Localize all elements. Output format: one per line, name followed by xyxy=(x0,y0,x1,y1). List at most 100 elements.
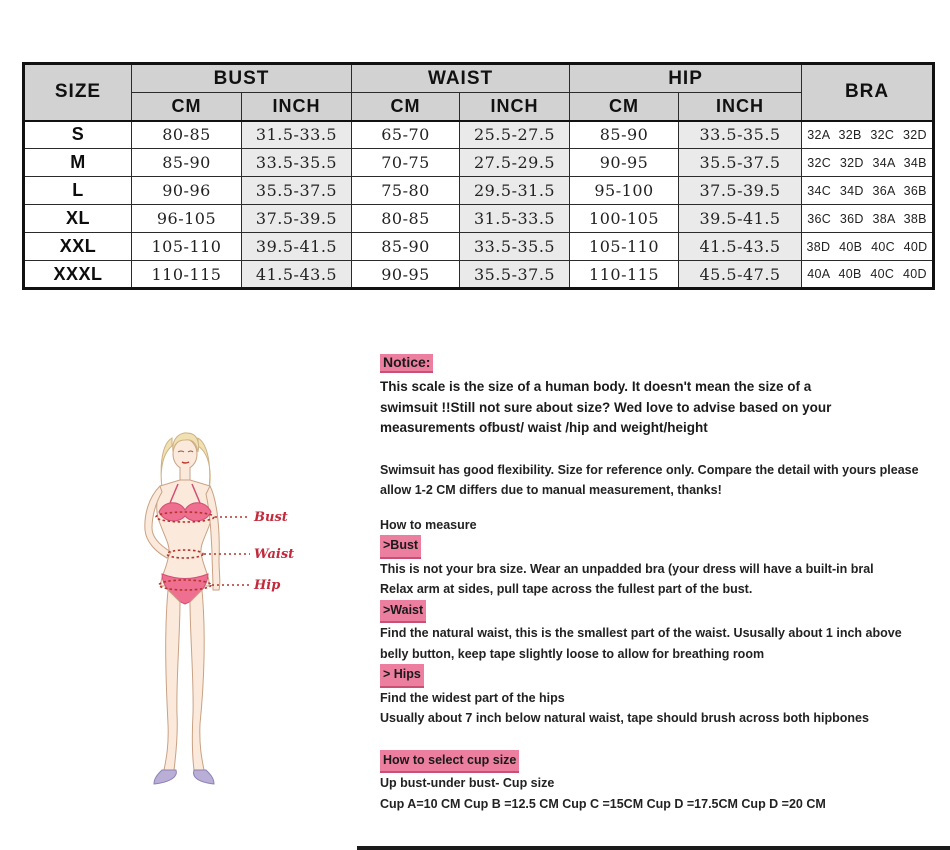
hip-cm-value: 110-115 xyxy=(569,260,680,289)
hip-inch-value: 33.5-35.5 xyxy=(678,120,803,149)
unit-header-bust-inch: INCH xyxy=(240,92,353,121)
bra-value: 36C 36D 38A 38B xyxy=(801,204,935,233)
cup-size-heading: How to select cup size xyxy=(380,749,520,773)
waist-instruction-line: Find the natural waist, this is the smal… xyxy=(380,626,902,640)
waist-inch-value: 29.5-31.5 xyxy=(459,176,571,205)
unit-header-hip-inch: INCH xyxy=(678,92,803,121)
size-label: L xyxy=(23,176,132,205)
notice-line: swimsuit !!Still not sure about size? We… xyxy=(380,399,832,415)
hips-instruction-line: Find the widest part of the hips xyxy=(380,690,565,705)
waist-instruction-line: belly button, keep tape slightly loose t… xyxy=(380,646,765,661)
bra-value: 32A 32B 32C 32D xyxy=(801,120,935,149)
hip-inch-value: 45.5-47.5 xyxy=(678,260,803,289)
waist-heading-row: >Waist xyxy=(380,599,932,623)
waist-label: Waist xyxy=(254,547,294,562)
waist-inch-value: 25.5-27.5 xyxy=(459,120,571,149)
bust-cm-value: 96-105 xyxy=(131,204,242,233)
hip-measure-line xyxy=(158,579,212,591)
waist-inch-value: 31.5-33.5 xyxy=(459,204,571,233)
cup-size-heading-row: How to select cup size xyxy=(380,749,932,773)
unit-header-waist-inch: INCH xyxy=(459,92,571,121)
waist-cm-value: 85-90 xyxy=(351,232,461,261)
table-row: XXXL 110-115 41.5-43.5 90-95 35.5-37.5 1… xyxy=(23,260,935,289)
bust-cm-value: 90-96 xyxy=(131,176,242,205)
size-label: XL xyxy=(23,204,132,233)
unit-header-waist-cm: CM xyxy=(351,92,461,121)
measurement-figure: Bust Waist Hip xyxy=(88,424,298,796)
woman-sketch-illustration: Bust Waist Hip xyxy=(144,432,294,785)
bust-cm-value: 110-115 xyxy=(131,260,242,289)
flexibility-line: allow 1-2 CM differs due to manual measu… xyxy=(380,483,722,497)
bust-label: Bust xyxy=(253,510,288,525)
waist-cm-value: 70-75 xyxy=(351,148,461,177)
notice-line: This scale is the size of a human body. … xyxy=(380,379,812,394)
bust-inch-value: 33.5-35.5 xyxy=(240,148,353,177)
hip-cm-value: 105-110 xyxy=(569,232,680,261)
hip-cm-value: 95-100 xyxy=(569,176,680,205)
hips-heading: > Hips xyxy=(380,664,424,688)
hip-inch-value: 35.5-37.5 xyxy=(678,148,803,177)
bust-instruction-line: Relax arm at sides, pull tape across the… xyxy=(380,582,753,596)
table-row: S 80-85 31.5-33.5 65-70 25.5-27.5 85-90 … xyxy=(23,120,935,149)
bra-value: 34C 34D 36A 36B xyxy=(801,176,935,205)
col-header-size: SIZE xyxy=(23,63,132,121)
hips-instruction-line: Usually about 7 inch below natural waist… xyxy=(380,711,869,725)
bust-inch-value: 31.5-33.5 xyxy=(240,120,353,149)
bust-inch-value: 41.5-43.5 xyxy=(240,260,353,289)
hip-cm-value: 90-95 xyxy=(569,148,680,177)
col-header-hip: HIP xyxy=(569,63,803,93)
hips-heading-row: > Hips xyxy=(380,664,932,688)
how-to-measure-heading: How to measure xyxy=(380,517,477,532)
col-header-bra: BRA xyxy=(801,63,935,121)
bust-cm-value: 80-85 xyxy=(131,120,242,149)
unit-header-hip-cm: CM xyxy=(569,92,680,121)
waist-heading: >Waist xyxy=(380,599,427,623)
bottom-divider xyxy=(357,846,950,850)
table-row: XL 96-105 37.5-39.5 80-85 31.5-33.5 100-… xyxy=(23,204,935,233)
hip-inch-value: 41.5-43.5 xyxy=(678,232,803,261)
waist-inch-value: 33.5-35.5 xyxy=(459,232,571,261)
hip-cm-value: 100-105 xyxy=(569,204,680,233)
waist-measure-line xyxy=(166,549,204,559)
hip-inch-value: 39.5-41.5 xyxy=(678,204,803,233)
hip-cm-value: 85-90 xyxy=(569,120,680,149)
bust-instruction-line: This is not your bra size. Wear an unpad… xyxy=(380,561,874,576)
notice-heading-row: Notice: xyxy=(380,354,932,373)
table-row: XXL 105-110 39.5-41.5 85-90 33.5-35.5 10… xyxy=(23,232,935,261)
bra-value: 38D 40B 40C 40D xyxy=(801,232,935,261)
hip-inch-value: 37.5-39.5 xyxy=(678,176,803,205)
notice-line: measurements ofbust/ waist /hip and weig… xyxy=(380,420,708,435)
waist-inch-value: 35.5-37.5 xyxy=(459,260,571,289)
size-label: M xyxy=(23,148,132,177)
size-label: XXXL xyxy=(23,260,132,289)
cup-size-line: Cup A=10 CM Cup B =12.5 CM Cup C =15CM C… xyxy=(380,796,826,811)
size-label: XXL xyxy=(23,232,132,261)
bust-inch-value: 39.5-41.5 xyxy=(240,232,353,261)
hip-label: Hip xyxy=(253,578,280,593)
flexibility-line: Swimsuit has good flexibility. Size for … xyxy=(380,462,919,477)
bust-heading-row: >Bust xyxy=(380,535,932,559)
bust-heading: >Bust xyxy=(380,535,422,559)
bust-inch-value: 37.5-39.5 xyxy=(240,204,353,233)
cup-size-line: Up bust-under bust- Cup size xyxy=(380,776,555,790)
bust-cm-value: 105-110 xyxy=(131,232,242,261)
bust-measure-line xyxy=(155,511,215,523)
unit-header-bust-cm: CM xyxy=(131,92,242,121)
bust-cm-value: 85-90 xyxy=(131,148,242,177)
waist-cm-value: 65-70 xyxy=(351,120,461,149)
col-header-waist: WAIST xyxy=(351,63,571,93)
notice-section: Notice: This scale is the size of a huma… xyxy=(380,354,932,814)
size-chart-table: SIZE BUST WAIST HIP BRA CM INCH CM INCH … xyxy=(22,62,936,290)
waist-cm-value: 90-95 xyxy=(351,260,461,289)
col-header-bust: BUST xyxy=(130,63,353,93)
waist-cm-value: 75-80 xyxy=(351,176,461,205)
bra-value: 40A 40B 40C 40D xyxy=(801,260,935,289)
table-row: L 90-96 35.5-37.5 75-80 29.5-31.5 95-100… xyxy=(23,176,935,205)
waist-inch-value: 27.5-29.5 xyxy=(459,148,571,177)
bra-value: 32C 32D 34A 34B xyxy=(801,148,935,177)
table-row: M 85-90 33.5-35.5 70-75 27.5-29.5 90-95 … xyxy=(23,148,935,177)
size-label: S xyxy=(23,120,132,149)
notice-heading: Notice: xyxy=(380,354,434,373)
waist-cm-value: 80-85 xyxy=(351,204,461,233)
